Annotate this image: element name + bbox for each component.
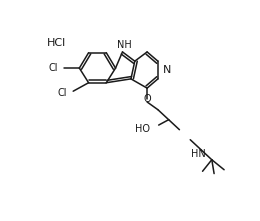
Text: HN: HN — [191, 149, 206, 159]
Text: Cl: Cl — [57, 88, 67, 98]
Text: Cl: Cl — [48, 63, 58, 73]
Text: HO: HO — [135, 124, 150, 134]
Text: HCl: HCl — [47, 38, 66, 48]
Text: O: O — [143, 94, 151, 104]
Text: NH: NH — [117, 40, 131, 50]
Text: N: N — [162, 65, 171, 75]
